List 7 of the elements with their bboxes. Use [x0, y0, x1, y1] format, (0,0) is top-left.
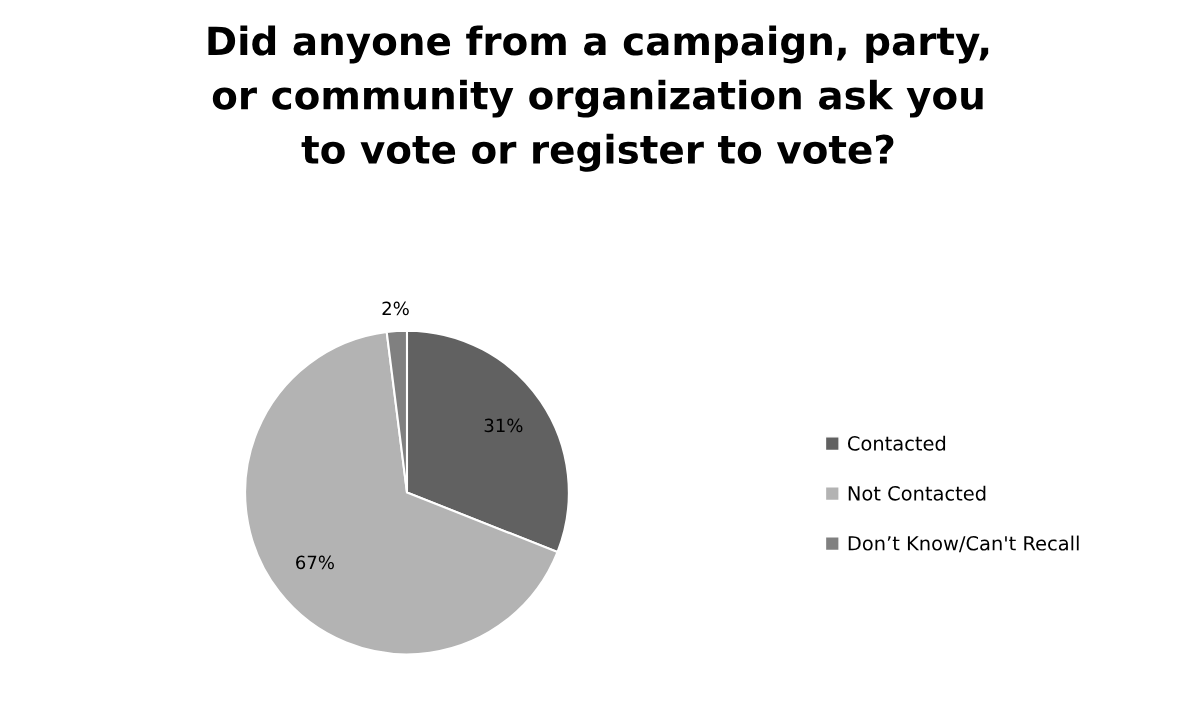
legend-label: Don’t Know/Can't Recall	[848, 535, 1079, 553]
data-label: 2%	[382, 301, 409, 316]
data-label: 31%	[484, 418, 523, 433]
chart-title: Did anyone from a campaign, party, or community organization ask you to vote or register to vote?	[208, 25, 989, 172]
legend-label: Not Contacted	[848, 485, 986, 501]
data-label: 67%	[296, 555, 334, 570]
legend-label: Contacted	[847, 435, 946, 451]
